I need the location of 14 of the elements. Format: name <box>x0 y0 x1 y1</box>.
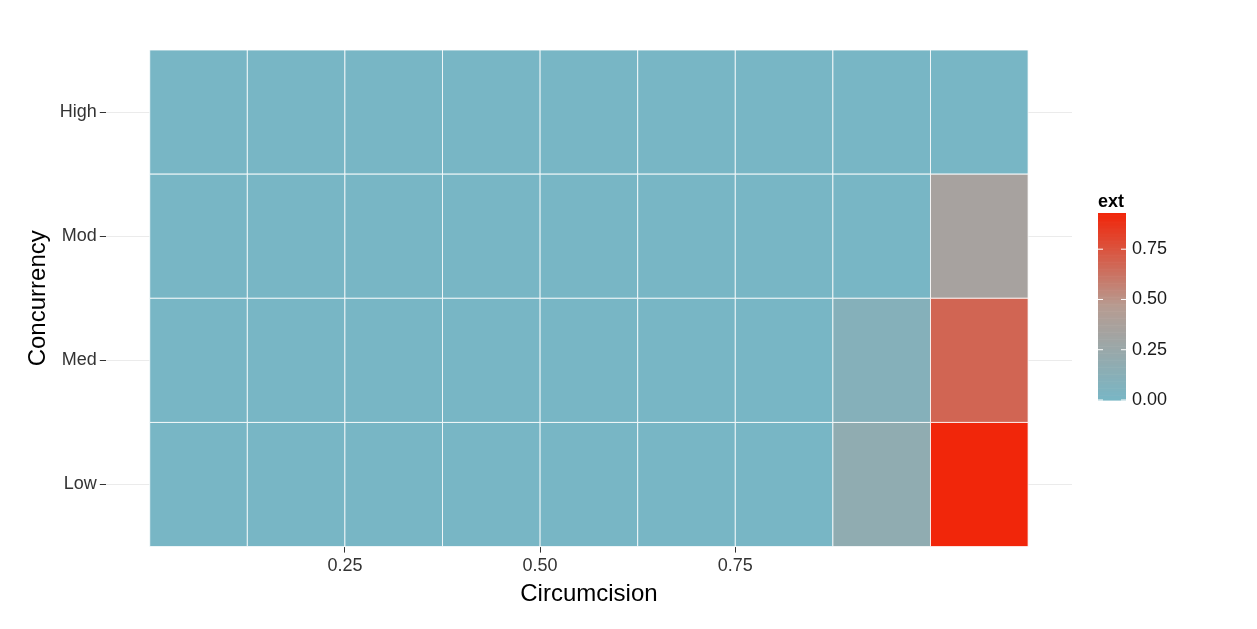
y-axis-title: Concurrency <box>23 230 51 367</box>
y-tick-label: Low <box>63 473 98 494</box>
y-tick-label: Med <box>61 349 97 370</box>
color-bar-label: 0.75 <box>1132 238 1168 259</box>
color-bar-label: 0.00 <box>1132 388 1168 409</box>
color-bar-title: ext <box>1098 191 1125 211</box>
x-tick-label: 0.50 <box>522 555 558 576</box>
x-tick-label: 0.75 <box>717 555 753 576</box>
color-bar-label: 0.50 <box>1132 288 1168 309</box>
x-tick-label: 0.25 <box>327 555 363 576</box>
color-bar-label: 0.25 <box>1132 338 1168 359</box>
x-axis-title: Circumcision <box>520 579 658 607</box>
y-tick-label: Mod <box>61 225 97 246</box>
y-tick-label: High <box>59 101 97 122</box>
